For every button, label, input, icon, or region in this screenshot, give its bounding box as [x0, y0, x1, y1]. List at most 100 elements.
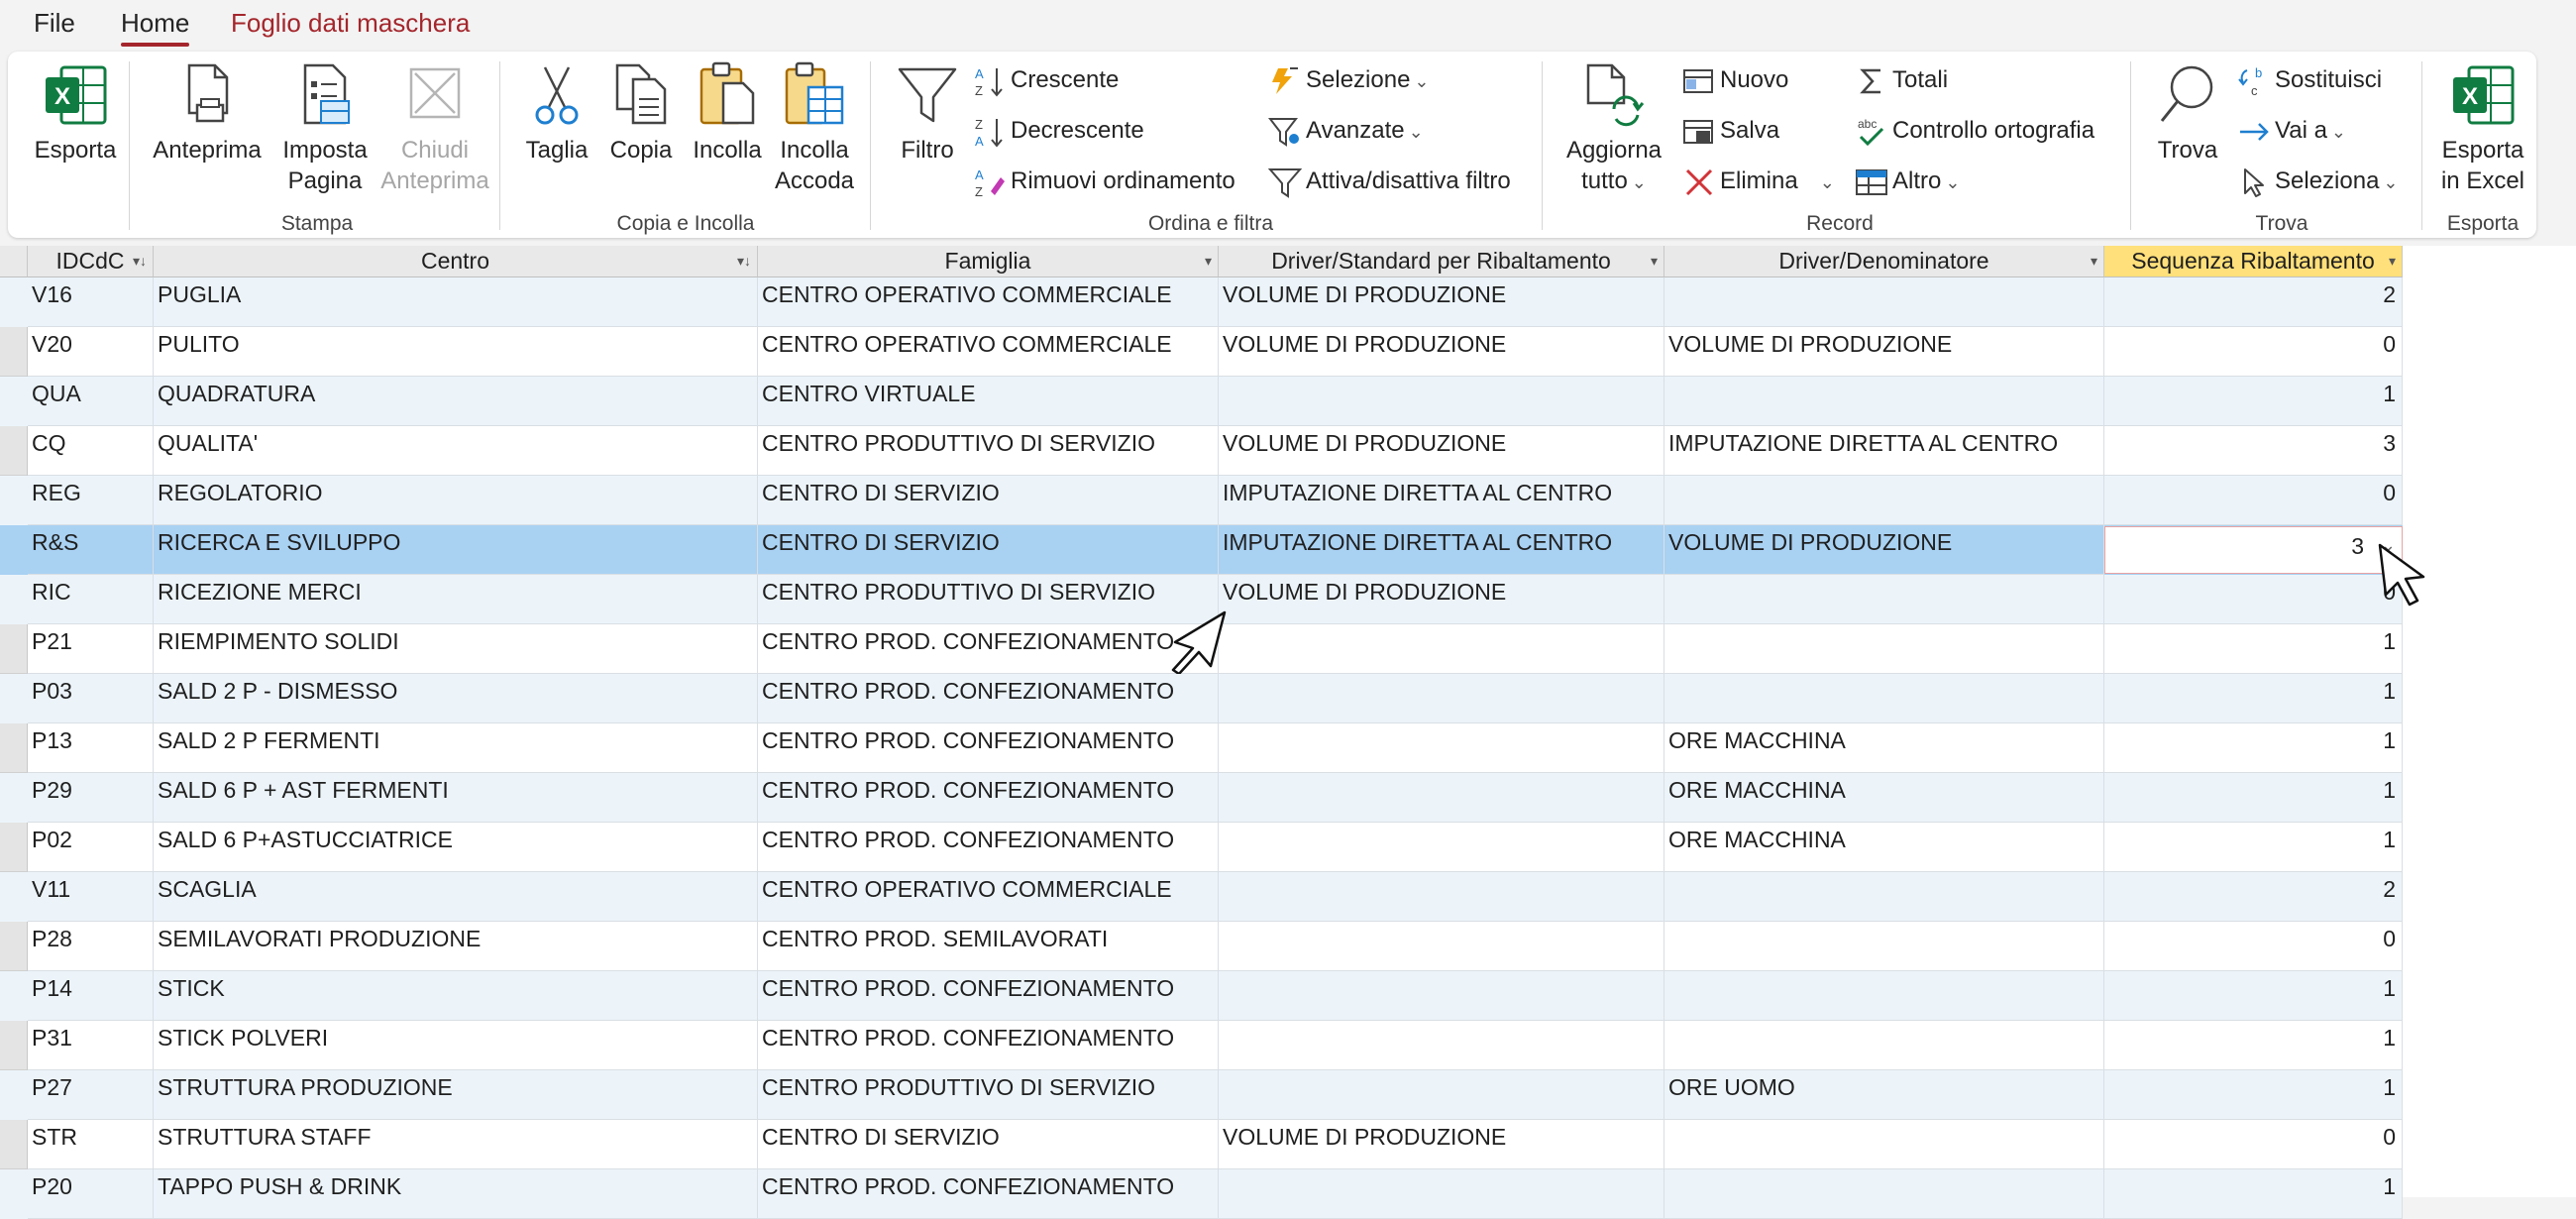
- chevron-down-icon[interactable]: ⌄: [1819, 172, 1835, 192]
- cell-centro[interactable]: PULITO: [154, 327, 758, 377]
- cell-driver-denominatore[interactable]: [1664, 1120, 2104, 1169]
- cell-driver-standard[interactable]: VOLUME DI PRODUZIONE: [1219, 327, 1664, 377]
- cell-famiglia[interactable]: CENTRO PROD. CONFEZIONAMENTO: [758, 823, 1219, 872]
- page-setup-button[interactable]: Imposta Pagina: [275, 59, 375, 196]
- cell-centro[interactable]: QUALITA': [154, 426, 758, 476]
- cell-driver-standard[interactable]: [1219, 674, 1664, 723]
- cell-sequenza-ribaltamento[interactable]: 1: [2104, 723, 2403, 773]
- row-selector[interactable]: [0, 723, 28, 773]
- cell-idcdc[interactable]: STR: [28, 1120, 154, 1169]
- new-record-button[interactable]: Nuovo: [1682, 63, 1788, 98]
- cell-sequenza-ribaltamento[interactable]: 2: [2104, 872, 2403, 922]
- delete-button[interactable]: Elimina ⌄: [1682, 165, 1835, 199]
- row-selector[interactable]: [0, 922, 28, 971]
- cell-famiglia[interactable]: CENTRO PRODUTTIVO DI SERVIZIO: [758, 426, 1219, 476]
- cell-idcdc[interactable]: P20: [28, 1169, 154, 1219]
- cell-sequenza-ribaltamento[interactable]: 3: [2104, 426, 2403, 476]
- cell-idcdc[interactable]: P28: [28, 922, 154, 971]
- cell-centro[interactable]: RICERCA E SVILUPPO: [154, 525, 758, 575]
- print-preview-button[interactable]: Anteprima: [143, 59, 271, 166]
- cell-idcdc[interactable]: RIC: [28, 575, 154, 624]
- cell-idcdc[interactable]: P21: [28, 624, 154, 674]
- row-selector[interactable]: [0, 327, 28, 377]
- table-row[interactable]: P02 SALD 6 P+ASTUCCIATRICE CENTRO PROD. CO…: [0, 823, 2403, 872]
- table-row[interactable]: CQ QUALITA' CENTRO PRODUTTIVO DI SERVIZIO V…: [0, 426, 2403, 476]
- cell-driver-denominatore[interactable]: [1664, 872, 2104, 922]
- cell-driver-denominatore[interactable]: [1664, 575, 2104, 624]
- chevron-down-icon[interactable]: ▾: [2388, 253, 2396, 269]
- column-header-driver-denominatore[interactable]: Driver/Denominatore ▾: [1664, 246, 2104, 277]
- tab-home[interactable]: Home: [121, 8, 190, 47]
- cell-famiglia[interactable]: CENTRO PROD. CONFEZIONAMENTO: [758, 624, 1219, 674]
- table-row[interactable]: P14 STICK CENTRO PROD. CONFEZIONAMENTO 1: [0, 971, 2403, 1021]
- cell-driver-denominatore[interactable]: [1664, 1169, 2104, 1219]
- cell-sequenza-ribaltamento[interactable]: 0: [2104, 922, 2403, 971]
- cell-driver-denominatore[interactable]: ORE MACCHINA: [1664, 823, 2104, 872]
- cell-sequenza-ribaltamento[interactable]: 1: [2104, 1070, 2403, 1120]
- cell-driver-denominatore[interactable]: IMPUTAZIONE DIRETTA AL CENTRO: [1664, 426, 2104, 476]
- cell-famiglia[interactable]: CENTRO DI SERVIZIO: [758, 1120, 1219, 1169]
- go-to-button[interactable]: Vai a ⌄: [2237, 114, 2346, 149]
- cell-driver-standard[interactable]: [1219, 823, 1664, 872]
- cell-idcdc[interactable]: V11: [28, 872, 154, 922]
- filter-sort-icon[interactable]: ▾↓: [132, 253, 147, 269]
- paste-append-button[interactable]: Incolla Accoda: [769, 59, 860, 196]
- cell-driver-denominatore[interactable]: VOLUME DI PRODUZIONE: [1664, 525, 2104, 575]
- cell-driver-standard[interactable]: [1219, 1169, 1664, 1219]
- cell-centro[interactable]: SALD 6 P + AST FERMENTI: [154, 773, 758, 823]
- table-row[interactable]: STR STRUTTURA STAFF CENTRO DI SERVIZIO VOLU…: [0, 1120, 2403, 1169]
- table-row[interactable]: P31 STICK POLVERI CENTRO PROD. CONFEZIONAM…: [0, 1021, 2403, 1070]
- select-all-corner[interactable]: [0, 246, 28, 277]
- table-row[interactable]: P27 STRUTTURA PRODUZIONE CENTRO PRODUTTIVO…: [0, 1070, 2403, 1120]
- cell-driver-standard[interactable]: [1219, 624, 1664, 674]
- cell-driver-standard[interactable]: IMPUTAZIONE DIRETTA AL CENTRO: [1219, 525, 1664, 575]
- cell-famiglia[interactable]: CENTRO PROD. SEMILAVORATI: [758, 922, 1219, 971]
- cell-driver-standard[interactable]: [1219, 872, 1664, 922]
- cell-idcdc[interactable]: CQ: [28, 426, 154, 476]
- cell-driver-denominatore[interactable]: ORE MACCHINA: [1664, 723, 2104, 773]
- cell-idcdc[interactable]: P27: [28, 1070, 154, 1120]
- row-selector[interactable]: [0, 1021, 28, 1070]
- cell-idcdc[interactable]: REG: [28, 476, 154, 525]
- cell-driver-standard[interactable]: [1219, 773, 1664, 823]
- cell-famiglia[interactable]: CENTRO PRODUTTIVO DI SERVIZIO: [758, 575, 1219, 624]
- cell-driver-denominatore[interactable]: [1664, 377, 2104, 426]
- cell-sequenza-ribaltamento[interactable]: 0: [2104, 1120, 2403, 1169]
- cell-idcdc[interactable]: P29: [28, 773, 154, 823]
- tab-foglio-dati-maschera[interactable]: Foglio dati maschera: [231, 8, 471, 38]
- copy-button[interactable]: Copia: [598, 59, 684, 166]
- cell-driver-denominatore[interactable]: [1664, 922, 2104, 971]
- cell-famiglia[interactable]: CENTRO OPERATIVO COMMERCIALE: [758, 327, 1219, 377]
- cell-driver-standard[interactable]: [1219, 377, 1664, 426]
- row-selector[interactable]: [0, 426, 28, 476]
- table-row[interactable]: V20 PULITO CENTRO OPERATIVO COMMERCIALE VOL…: [0, 327, 2403, 377]
- cell-driver-standard[interactable]: [1219, 1070, 1664, 1120]
- replace-button[interactable]: b c Sostituisci: [2237, 63, 2382, 98]
- column-header-sequenza-ribaltamento[interactable]: Sequenza Ribaltamento ▾: [2104, 246, 2403, 277]
- cell-driver-standard[interactable]: [1219, 723, 1664, 773]
- paste-button[interactable]: Incolla: [684, 59, 771, 166]
- column-header-driver-standard[interactable]: Driver/Standard per Ribaltamento ▾: [1219, 246, 1664, 277]
- cell-idcdc[interactable]: V20: [28, 327, 154, 377]
- cell-famiglia[interactable]: CENTRO OPERATIVO COMMERCIALE: [758, 277, 1219, 327]
- table-row[interactable]: P03 SALD 2 P - DISMESSO CENTRO PROD. CONFE…: [0, 674, 2403, 723]
- cell-centro[interactable]: QUADRATURA: [154, 377, 758, 426]
- cell-famiglia[interactable]: CENTRO PROD. CONFEZIONAMENTO: [758, 971, 1219, 1021]
- cell-driver-standard[interactable]: [1219, 922, 1664, 971]
- cell-centro[interactable]: REGOLATORIO: [154, 476, 758, 525]
- advanced-button[interactable]: Avanzate ⌄: [1267, 114, 1424, 149]
- cell-famiglia[interactable]: CENTRO VIRTUALE: [758, 377, 1219, 426]
- cell-driver-standard[interactable]: VOLUME DI PRODUZIONE: [1219, 426, 1664, 476]
- cell-driver-standard[interactable]: VOLUME DI PRODUZIONE: [1219, 1120, 1664, 1169]
- cell-driver-denominatore[interactable]: [1664, 1021, 2104, 1070]
- toggle-filter-button[interactable]: Attiva/disattiva filtro: [1267, 165, 1511, 199]
- column-header-famiglia[interactable]: Famiglia ▾: [758, 246, 1219, 277]
- cell-centro[interactable]: SEMILAVORATI PRODUZIONE: [154, 922, 758, 971]
- select-button[interactable]: Seleziona ⌄: [2237, 165, 2399, 199]
- cell-idcdc[interactable]: P02: [28, 823, 154, 872]
- chevron-down-icon[interactable]: ▾: [1650, 253, 1658, 269]
- cell-driver-denominatore[interactable]: VOLUME DI PRODUZIONE: [1664, 327, 2104, 377]
- cell-centro[interactable]: TAPPO PUSH & DRINK: [154, 1169, 758, 1219]
- cell-famiglia[interactable]: CENTRO DI SERVIZIO: [758, 525, 1219, 575]
- cell-centro[interactable]: SCAGLIA: [154, 872, 758, 922]
